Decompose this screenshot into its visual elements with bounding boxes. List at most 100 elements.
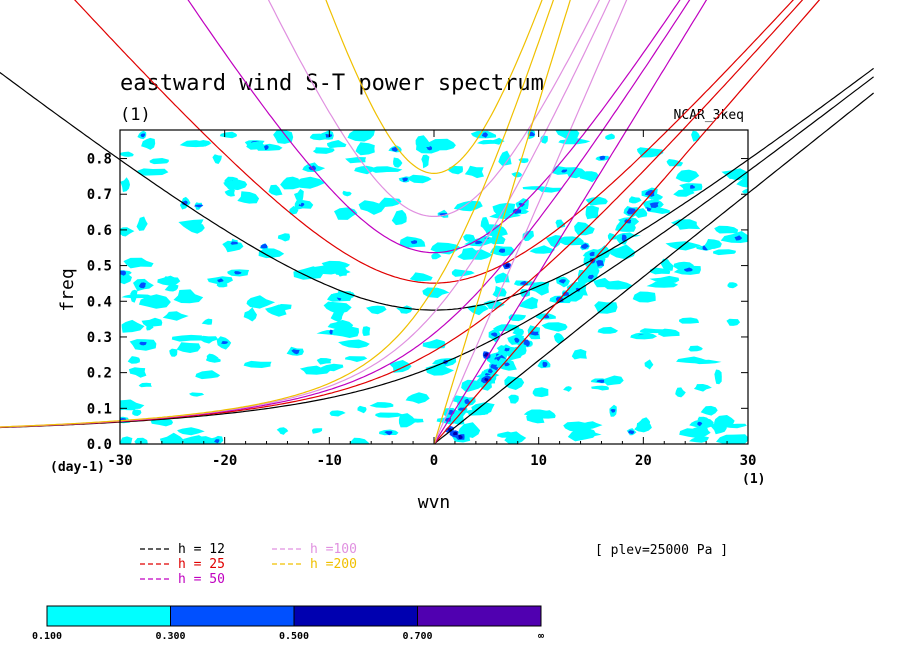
power-contour-level-1: [219, 131, 238, 139]
power-contour-level-1: [635, 208, 648, 218]
power-contour-level-1: [574, 221, 595, 236]
power-contour-level-1: [466, 249, 494, 260]
power-contour-level-1: [541, 322, 568, 332]
power-contour-level-1: [273, 130, 294, 144]
power-contour-level-1: [675, 387, 686, 398]
power-contour-level-1: [457, 422, 481, 438]
power-contour-level-1: [345, 157, 366, 164]
power-contour-level-1: [120, 436, 133, 444]
power-contour-level-1: [199, 335, 219, 344]
power-contour-level-1: [123, 257, 154, 269]
power-contour-level-1: [607, 232, 617, 241]
power-contour-level-1: [357, 405, 367, 414]
power-contour-level-1: [337, 264, 348, 277]
power-contour-level-1: [292, 176, 325, 189]
power-contour-level-1: [714, 225, 739, 234]
power-contour-level-2: [649, 202, 659, 208]
power-contour-level-1: [553, 333, 565, 345]
power-contour-level-1: [268, 184, 283, 196]
power-contour-level-1: [120, 177, 130, 192]
power-contour-level-2: [488, 368, 493, 374]
power-contour-level-1: [633, 334, 655, 339]
power-contour-level-2: [523, 339, 530, 347]
power-contour-level-1: [716, 434, 748, 444]
power-contour-level-1: [585, 205, 600, 220]
power-contour-level-1: [714, 369, 722, 385]
power-contour-level-1: [159, 432, 185, 444]
power-contour-level-1: [714, 415, 735, 427]
power-contour-level-2: [410, 240, 418, 244]
dispersion-curve-ig: [74, 0, 794, 284]
power-contour-level-1: [121, 294, 153, 299]
power-contour-level-1: [563, 386, 572, 392]
power-contour-level-1: [431, 252, 442, 260]
power-contour-level-1: [216, 281, 228, 288]
power-contour-level-1: [675, 169, 700, 183]
power-contour-level-1: [243, 360, 272, 368]
power-contour-level-1: [177, 427, 205, 436]
power-contour-level-1: [137, 168, 169, 176]
power-contour-level-2: [690, 184, 696, 189]
power-contour-level-1: [634, 423, 652, 433]
power-contour-level-2: [684, 267, 693, 272]
power-contour-level-1: [647, 207, 670, 214]
power-contour-level-1: [693, 384, 712, 392]
power-contour-level-1: [246, 295, 276, 309]
power-contour-level-2: [230, 241, 238, 245]
power-contour-level-1: [179, 140, 210, 148]
power-contour-level-1: [579, 171, 599, 183]
chart-subtitle: (1): [120, 105, 151, 125]
power-contour-level-1: [176, 342, 201, 353]
dispersion-curve-ig: [0, 67, 874, 311]
power-contour-level-2: [504, 347, 510, 352]
legend-label: h =100: [310, 542, 357, 557]
power-contour-level-1: [720, 231, 748, 243]
power-contour-level-1: [318, 363, 344, 372]
power-contour-level-1: [608, 244, 636, 260]
power-contour-level-1: [280, 176, 301, 190]
source-label: NCAR_3keq: [674, 108, 744, 123]
power-contour-level-1: [409, 272, 433, 282]
dispersion-curve-mrg: [0, 0, 555, 428]
power-contour-level-1: [639, 328, 671, 334]
y-axis: 0.0 0.1 0.2 0.3 0.4 0.5 0.6 0.7 0.8: [87, 152, 748, 453]
power-contour-level-2: [596, 260, 604, 267]
power-contour-level-2: [561, 169, 568, 173]
power-contour-level-2: [474, 240, 483, 245]
power-contour-level-1: [666, 159, 684, 167]
power-contour-level-1: [187, 223, 205, 234]
power-contour-level-2: [234, 271, 242, 275]
power-contour-level-1: [660, 258, 674, 271]
power-contour-level-1: [451, 269, 475, 277]
power-contour-level-1: [632, 291, 656, 303]
power-contour-level-1: [138, 382, 152, 388]
power-contour-level-1: [591, 385, 609, 391]
power-contour-level-1: [398, 413, 417, 428]
power-contour-level-2: [589, 251, 595, 257]
power-contour-level-1: [355, 142, 375, 156]
power-contour-level-2: [610, 409, 616, 413]
colorbar-swatch: [417, 605, 542, 627]
chart-title: eastward wind S-T power spectrum: [120, 71, 544, 96]
y-tick-label: 0.2: [87, 366, 112, 382]
power-contour-level-2: [513, 208, 522, 214]
power-contour-level-1: [430, 242, 461, 255]
power-contour-level-2: [182, 200, 188, 206]
power-contour-level-1: [704, 239, 722, 250]
power-contour-level-2: [626, 208, 636, 215]
power-contour-level-1: [369, 402, 394, 408]
power-contour-level-2: [260, 243, 268, 249]
power-contour-level-2: [481, 132, 488, 138]
power-contour-level-1: [289, 205, 299, 215]
x-axis-title: wvn: [418, 492, 451, 513]
dispersion-curve-mrg: [0, 76, 874, 429]
colorbar-label: 0.500: [279, 631, 309, 642]
power-contour-level-1: [415, 135, 430, 149]
power-contour-level-2: [580, 243, 589, 249]
power-contour-level-1: [141, 137, 156, 150]
power-contour-level-1: [558, 138, 591, 145]
power-contour-level-1: [136, 216, 148, 231]
power-contour-level-1: [183, 435, 208, 444]
y-tick-label: 0.8: [87, 152, 112, 168]
dispersion-curve-kelvin: [433, 0, 708, 445]
